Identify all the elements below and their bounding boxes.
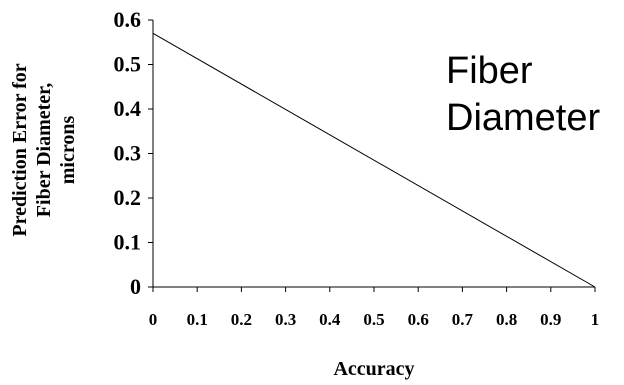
y-axis-title-line-2: Fiber Diameter, xyxy=(33,83,55,217)
y-tick-label: 0.6 xyxy=(114,7,142,32)
y-tick-label: 0.5 xyxy=(114,52,142,77)
y-tick-label: 0.3 xyxy=(114,141,142,166)
y-tick-label: 0.2 xyxy=(114,185,142,210)
series-group xyxy=(152,32,596,288)
y-axis-title-line-3: microns xyxy=(57,116,79,185)
y-ticks: 0 0.1 0.2 0.3 0.4 0.5 0.6 xyxy=(114,7,153,299)
y-tick-label: 0.1 xyxy=(114,230,142,255)
x-tick-label: 0.6 xyxy=(408,310,429,329)
annotation-line-2: Diameter xyxy=(446,97,600,139)
x-tick-label: 0.8 xyxy=(496,310,517,329)
x-tick-label: 0.9 xyxy=(540,310,561,329)
x-tick-label: 0.3 xyxy=(275,310,296,329)
x-tick-label: 0.7 xyxy=(452,310,474,329)
x-tick-label: 0.4 xyxy=(319,310,341,329)
x-tick-label: 1 xyxy=(591,310,600,329)
y-axis-title: Prediction Error for Fiber Diameter, mic… xyxy=(9,63,79,236)
x-tick-label: 0.1 xyxy=(187,310,208,329)
y-tick-label: 0.4 xyxy=(114,96,142,121)
series-line xyxy=(152,32,596,288)
x-tick-label: 0.5 xyxy=(363,310,384,329)
annotation-line-1: Fiber xyxy=(446,50,533,92)
y-tick-label: 0 xyxy=(130,274,141,299)
x-tick-label: 0.2 xyxy=(231,310,252,329)
y-axis-title-line-1: Prediction Error for xyxy=(9,63,31,236)
x-tick-label: 0 xyxy=(149,310,158,329)
x-axis-title: Accuracy xyxy=(333,358,414,380)
x-ticks: 0 0.1 0.2 0.3 0.4 0.5 0.6 0.7 0.8 0.9 1 xyxy=(149,287,600,329)
